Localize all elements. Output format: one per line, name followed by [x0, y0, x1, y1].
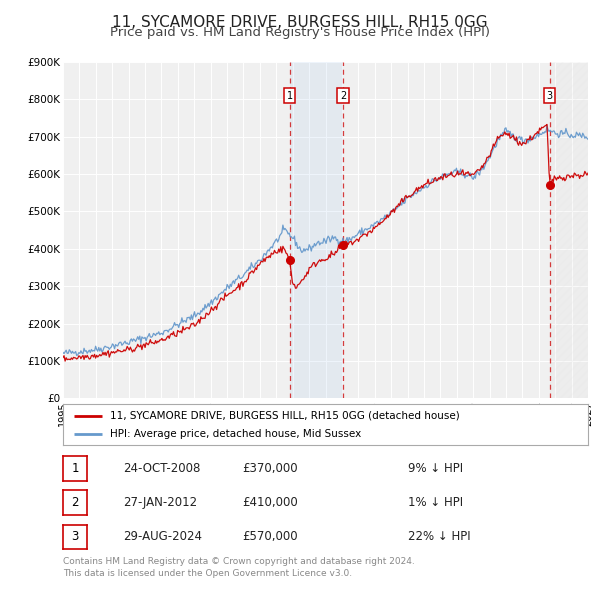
Text: 9% ↓ HPI: 9% ↓ HPI	[408, 462, 463, 475]
Text: 11, SYCAMORE DRIVE, BURGESS HILL, RH15 0GG: 11, SYCAMORE DRIVE, BURGESS HILL, RH15 0…	[112, 15, 488, 30]
Text: 22% ↓ HPI: 22% ↓ HPI	[408, 530, 470, 543]
Text: £410,000: £410,000	[242, 496, 298, 509]
Bar	[550, 62, 588, 398]
Text: 3: 3	[547, 91, 553, 100]
Text: 1: 1	[287, 91, 293, 100]
Text: 24-OCT-2008: 24-OCT-2008	[123, 462, 200, 475]
Bar	[290, 62, 343, 398]
Text: 11, SYCAMORE DRIVE, BURGESS HILL, RH15 0GG (detached house): 11, SYCAMORE DRIVE, BURGESS HILL, RH15 0…	[110, 411, 460, 421]
Text: £370,000: £370,000	[242, 462, 298, 475]
Text: 2: 2	[71, 496, 79, 509]
Text: Contains HM Land Registry data © Crown copyright and database right 2024.
This d: Contains HM Land Registry data © Crown c…	[63, 557, 415, 578]
Text: 2: 2	[340, 91, 346, 100]
Text: £570,000: £570,000	[242, 530, 298, 543]
Text: Price paid vs. HM Land Registry's House Price Index (HPI): Price paid vs. HM Land Registry's House …	[110, 26, 490, 39]
Text: 1: 1	[71, 462, 79, 475]
Text: HPI: Average price, detached house, Mid Sussex: HPI: Average price, detached house, Mid …	[110, 429, 361, 439]
Text: 27-JAN-2012: 27-JAN-2012	[123, 496, 197, 509]
Text: 29-AUG-2024: 29-AUG-2024	[123, 530, 202, 543]
Text: 1% ↓ HPI: 1% ↓ HPI	[408, 496, 463, 509]
Text: 3: 3	[71, 530, 79, 543]
